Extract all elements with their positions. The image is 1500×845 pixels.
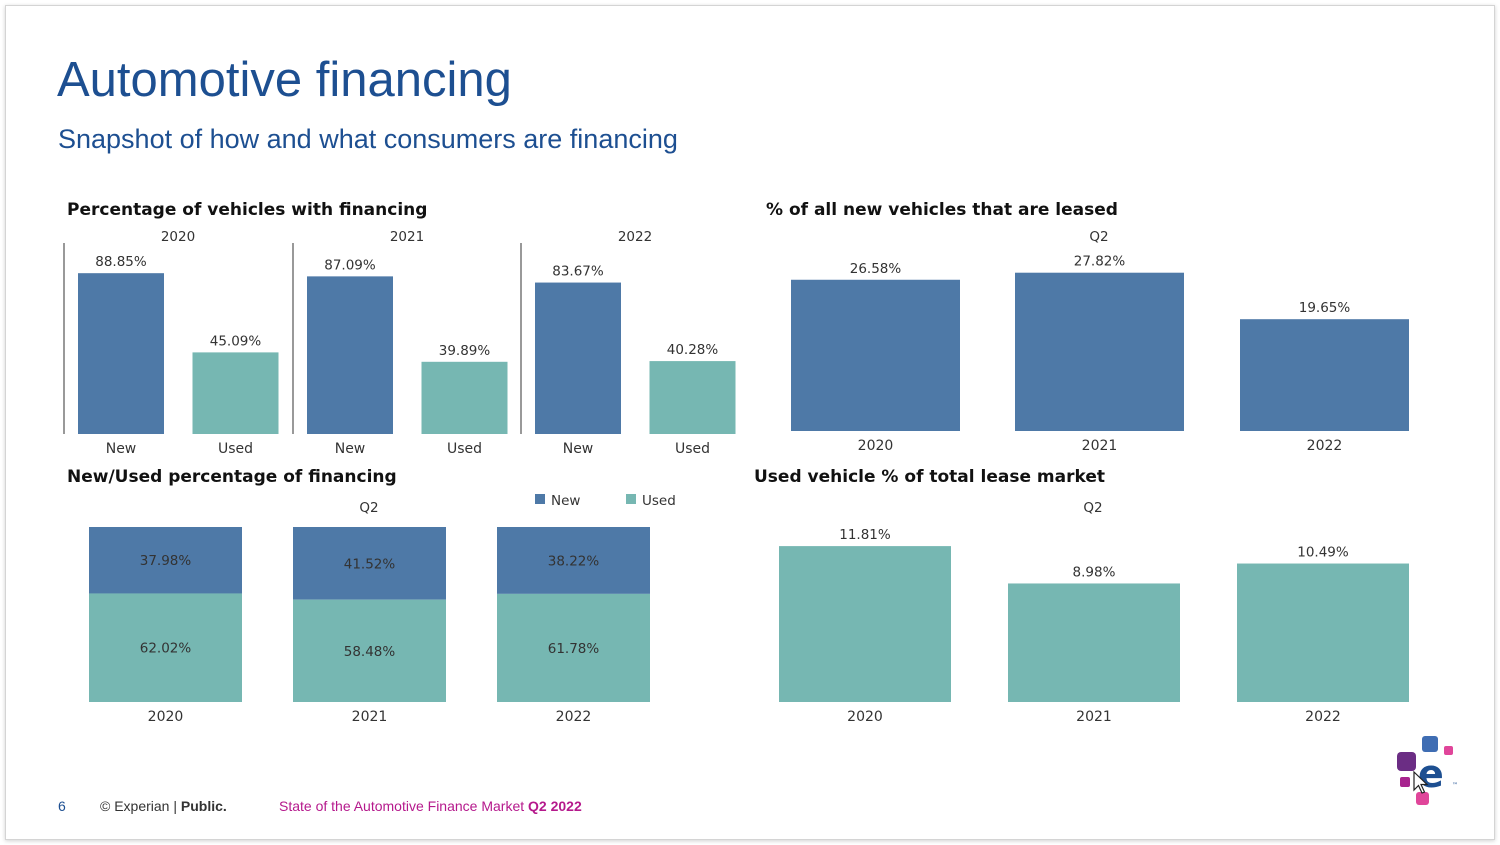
legend-label-new: New: [551, 493, 580, 509]
chart-leased: % of all new vehicles that are leased Q2…: [766, 200, 1409, 454]
legend-swatch-new: [535, 494, 545, 504]
data-label: 19.65%: [1299, 300, 1351, 316]
chart-title-usedlease: Used vehicle % of total lease market: [754, 467, 1105, 487]
panel-header: 2021: [390, 229, 424, 245]
chart-title-leased: % of all new vehicles that are leased: [766, 200, 1118, 220]
copyright-text: © Experian |: [100, 798, 181, 814]
chart-header-leased: Q2: [1089, 229, 1108, 245]
tick-label: Used: [447, 441, 482, 457]
chart-header-mix: Q2: [359, 500, 378, 516]
data-label: 87.09%: [324, 257, 376, 273]
data-label: 10.49%: [1297, 545, 1349, 561]
page-title: Automotive financing: [57, 53, 512, 107]
tick-label: Used: [675, 441, 710, 457]
bar-new: [307, 276, 393, 434]
data-label: 8.98%: [1073, 564, 1116, 580]
chart-financing: Percentage of vehicles with financing 20…: [63, 200, 736, 457]
tick-label: 2021: [352, 709, 388, 725]
logo-square-blue: [1422, 736, 1438, 752]
data-label: 11.81%: [839, 527, 891, 543]
tick-label: 2022: [1305, 709, 1341, 725]
legend-label-used: Used: [642, 493, 676, 509]
segment-used: [89, 593, 242, 702]
report-quarter: Q2 2022: [528, 798, 582, 814]
chart-header-usedlease: Q2: [1083, 500, 1102, 516]
tick-label: 2021: [1076, 709, 1112, 725]
chart-title-financing: Percentage of vehicles with financing: [67, 200, 427, 220]
page-subtitle: Snapshot of how and what consumers are f…: [58, 124, 678, 154]
bar-new: [535, 282, 621, 434]
bar-used: [192, 352, 279, 434]
bar-used: [649, 361, 736, 434]
data-label: 88.85%: [95, 254, 147, 270]
mouse-cursor-icon: [1413, 770, 1429, 794]
legend: New Used: [535, 493, 676, 509]
data-label-new: 41.52%: [344, 556, 396, 572]
legend-swatch-used: [626, 494, 636, 504]
bar: [1008, 583, 1180, 702]
data-label-used: 61.78%: [548, 641, 600, 657]
data-label-new: 37.98%: [140, 553, 192, 569]
logo-tm: ™: [1452, 782, 1458, 789]
tick-label: New: [335, 441, 366, 457]
data-label-used: 58.48%: [344, 644, 396, 660]
experian-logo: e ™: [1397, 736, 1458, 805]
data-label: 39.89%: [439, 343, 491, 359]
segment-used: [293, 599, 446, 702]
bar: [1240, 319, 1409, 431]
tick-label: 2022: [1307, 438, 1343, 454]
tick-label: New: [563, 441, 594, 457]
report-name: State of the Automotive Finance Market Q…: [279, 798, 582, 814]
tick-label: 2020: [858, 438, 894, 454]
bar-new: [78, 273, 164, 434]
classification-label: Public.: [180, 798, 227, 814]
panel-header: 2020: [161, 229, 195, 245]
segment-used: [497, 593, 650, 702]
page-number: 6: [58, 798, 66, 814]
bar: [791, 279, 960, 431]
data-label: 26.58%: [850, 261, 902, 277]
footer: 6 © Experian | Public. State of the Auto…: [0, 798, 1000, 818]
bar: [1237, 563, 1409, 702]
data-label: 27.82%: [1074, 254, 1126, 270]
panel-header: 2022: [618, 229, 652, 245]
segment-new: [89, 527, 242, 594]
bar-used: [421, 361, 508, 434]
chart-usedlease: Used vehicle % of total lease market Q2 …: [754, 467, 1409, 725]
data-label-used: 62.02%: [140, 641, 192, 657]
chart-mix: New/Used percentage of financing Q2 New …: [67, 467, 676, 725]
segment-new: [497, 527, 650, 594]
logo-square-pink: [1416, 792, 1429, 805]
tick-label: 2022: [556, 709, 592, 725]
logo-square-purple: [1397, 752, 1416, 771]
tick-label: 2021: [1082, 438, 1118, 454]
tick-label: Used: [218, 441, 253, 457]
copyright-notice: © Experian | Public.: [100, 798, 227, 814]
tick-label: New: [106, 441, 137, 457]
report-title: State of the Automotive Finance Market: [279, 798, 529, 814]
logo-square-pink-small: [1444, 746, 1453, 755]
data-label: 40.28%: [667, 342, 719, 358]
tick-label: 2020: [148, 709, 184, 725]
data-label-new: 38.22%: [548, 553, 600, 569]
bar: [779, 546, 951, 702]
logo-square-magenta: [1400, 777, 1410, 787]
chart-title-mix: New/Used percentage of financing: [67, 467, 397, 487]
tick-label: 2020: [847, 709, 883, 725]
data-label: 45.09%: [210, 333, 262, 349]
segment-new: [293, 527, 446, 600]
bar: [1015, 272, 1184, 431]
data-label: 83.67%: [552, 264, 604, 280]
